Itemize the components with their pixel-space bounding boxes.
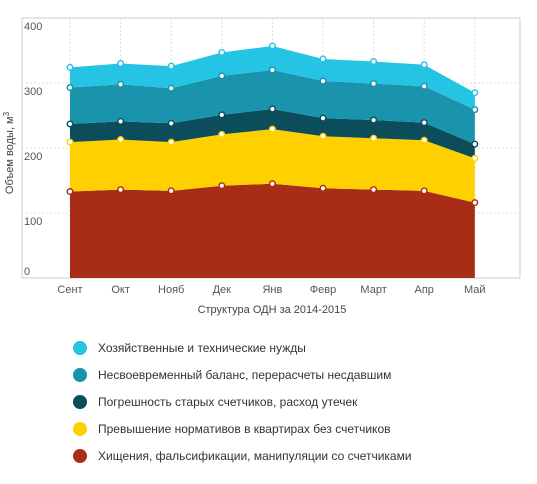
data-point-series-4 [167,62,175,70]
data-point-series-1 [319,132,327,140]
legend-label: Превышение нормативов в квартирах без сч… [98,422,391,436]
data-point-series-4 [370,58,378,66]
data-point-series-4 [268,42,276,50]
areas [70,45,475,278]
data-point-series-2 [420,119,428,127]
data-point-series-2 [471,140,479,148]
data-point-series-4 [420,61,428,69]
x-axis-title: Структура ОДН за 2014-2015 [198,304,347,316]
legend-marker [73,368,87,382]
y-axis-title-text: Объем воды, м [4,116,16,194]
data-point-series-3 [471,106,479,114]
y-tick-label: 0 [24,266,30,278]
data-point-series-0 [117,186,125,194]
x-tick-label: Сент [57,284,82,296]
data-point-series-0 [167,187,175,195]
y-tick-label: 200 [24,151,42,163]
legend-marker [73,395,87,409]
area-series-1 [70,129,475,203]
y-axis-title: Объем воды, м3 [2,111,16,194]
data-point-series-4 [471,89,479,97]
data-point-series-2 [167,119,175,127]
legend-label: Хозяйственные и технические нужды [98,341,306,355]
legend-marker [73,422,87,436]
data-point-series-3 [319,77,327,85]
legend-label: Хищения, фальсификации, манипуляции со с… [98,449,412,463]
x-tick-label: Янв [262,284,282,296]
x-tick-label: Февр [310,284,336,296]
data-point-series-0 [370,186,378,194]
data-point-series-0 [218,182,226,190]
data-point-series-2 [268,105,276,113]
data-point-series-2 [319,114,327,122]
data-point-series-2 [117,117,125,125]
data-points [66,42,479,207]
data-point-series-2 [218,111,226,119]
data-point-series-2 [370,116,378,124]
x-tick-label: Апр [414,284,433,296]
legend-marker [73,449,87,463]
legend-label: Несвоевременный баланс, перерасчеты несд… [98,368,391,382]
data-point-series-0 [268,180,276,188]
legend: Хозяйственные и технические нужды Несвоев… [73,341,412,463]
x-tick-label: Дек [213,284,232,296]
axes: 0 100 200 300 400 Сент Окт Нояб Дек Янв Февр Март Ап… [2,21,486,316]
x-tick-label: Нояб [158,284,184,296]
data-point-series-1 [117,136,125,144]
x-tick-label: Окт [111,284,130,296]
data-point-series-3 [117,80,125,88]
legend-label: Погрешность старых счетчиков, расход уте… [98,395,358,409]
data-point-series-1 [268,125,276,133]
data-point-series-4 [66,63,74,71]
y-tick-label: 400 [24,21,42,33]
area-series-0 [70,183,475,278]
data-point-series-3 [218,72,226,80]
x-tick-label: Май [464,284,486,296]
data-point-series-1 [471,154,479,162]
data-point-series-1 [420,136,428,144]
data-point-series-0 [66,188,74,196]
data-point-series-3 [370,80,378,88]
data-point-series-3 [66,84,74,92]
data-point-series-0 [471,199,479,207]
data-point-series-0 [420,187,428,195]
data-point-series-1 [66,138,74,146]
data-point-series-1 [218,130,226,138]
data-point-series-2 [66,120,74,128]
legend-marker [73,341,87,355]
data-point-series-1 [167,138,175,146]
data-point-series-0 [319,184,327,192]
y-tick-label: 300 [24,86,42,98]
data-point-series-3 [268,66,276,74]
data-point-series-4 [218,48,226,56]
data-point-series-3 [167,84,175,92]
data-point-series-4 [117,60,125,68]
data-point-series-4 [319,55,327,63]
y-tick-label: 100 [24,216,42,228]
data-point-series-1 [370,134,378,142]
data-point-series-3 [420,82,428,90]
y-axis-title-superscript: 3 [2,111,11,116]
x-tick-label: Март [360,284,386,296]
